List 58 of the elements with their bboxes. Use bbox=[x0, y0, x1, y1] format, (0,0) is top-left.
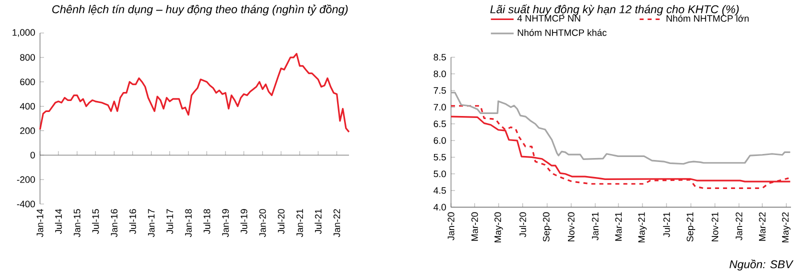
chart-title: Lãi suất huy động kỳ hạn 12 tháng cho KHTC (%) bbox=[490, 4, 739, 16]
y-tick-label: 400 bbox=[20, 103, 35, 110]
y-tick-label: 5.5 bbox=[434, 154, 446, 160]
x-tick-label: Jan-17 bbox=[148, 209, 155, 238]
x-tick-label: Jan-20 bbox=[448, 212, 454, 240]
x-tick-label: Jul-15 bbox=[92, 209, 99, 234]
x-tick-label: Jan-19 bbox=[222, 209, 229, 238]
x-tick-label: Jan-22 bbox=[736, 212, 742, 240]
x-tick-label: Jul-21 bbox=[663, 212, 670, 238]
x-tick-label: Jan-20 bbox=[259, 209, 266, 238]
x-tick-label: Jan-14 bbox=[36, 208, 44, 238]
x-tick-label: Sep-20 bbox=[542, 212, 552, 242]
x-tick-label: Jul-16 bbox=[129, 209, 136, 234]
y-tick-label: 1,000 bbox=[12, 29, 35, 37]
x-tick-label: Jul-19 bbox=[240, 209, 248, 234]
x-tick-label: May-20 bbox=[494, 212, 503, 242]
x-tick-label: Jul-21 bbox=[314, 209, 322, 234]
y-tick-label: 5.0 bbox=[434, 170, 446, 178]
y-tick-label: -400 bbox=[17, 200, 35, 208]
line-series bbox=[450, 105, 790, 190]
legend-label: 4 NHTMCP NN bbox=[517, 14, 580, 22]
x-tick-label: Jul-20 bbox=[519, 212, 526, 238]
x-tick-label: Mar-21 bbox=[615, 212, 622, 241]
x-tick-label: Jan-22 bbox=[334, 209, 340, 238]
x-tick-label: May-21 bbox=[638, 212, 647, 242]
legend-label: Nhóm NHTMCP lớn bbox=[666, 14, 749, 22]
y-tick-label: 4.5 bbox=[434, 187, 446, 194]
x-tick-label: Jul-17 bbox=[166, 209, 174, 234]
x-tick-label: Jul-18 bbox=[203, 209, 210, 234]
x-tick-label: Sep-21 bbox=[686, 212, 696, 242]
y-tick-label: 4.0 bbox=[434, 204, 446, 210]
x-tick-label: Nov-21 bbox=[712, 212, 718, 242]
y-tick-label: -200 bbox=[17, 176, 35, 183]
legend-label: Nhóm NHTMCP khác bbox=[518, 29, 607, 36]
x-tick-label: May-22 bbox=[782, 212, 790, 242]
y-tick-label: 7.0 bbox=[434, 104, 446, 110]
x-tick-label: Mar-20 bbox=[471, 212, 478, 241]
y-tick-label: 6.0 bbox=[434, 137, 446, 144]
x-tick-label: Jan-15 bbox=[74, 209, 80, 238]
x-tick-label: Jan-18 bbox=[185, 209, 192, 238]
x-tick-label: Jan-16 bbox=[110, 209, 118, 238]
y-tick-label: 800 bbox=[20, 54, 35, 61]
chart-title: Chênh lệch tín dụng – huy động theo tháng (nghìn tỷ đồng) bbox=[52, 4, 348, 16]
y-tick-label: 8.0 bbox=[434, 70, 446, 78]
y-tick-label: 7.5 bbox=[434, 87, 446, 94]
x-tick-label: Jul-14 bbox=[54, 208, 62, 234]
y-tick-label: 6.5 bbox=[434, 120, 446, 128]
y-tick-label: 0 bbox=[30, 152, 35, 158]
x-tick-label: Jul-20 bbox=[278, 209, 284, 234]
line-series bbox=[450, 92, 792, 165]
x-tick-label: Jan-21 bbox=[296, 209, 304, 238]
y-tick-label: 200 bbox=[20, 127, 35, 134]
y-tick-label: 600 bbox=[20, 78, 35, 86]
x-tick-label: Nov-20 bbox=[568, 212, 574, 242]
y-tick-label: 8.5 bbox=[434, 54, 446, 60]
x-tick-label: Jan-21 bbox=[592, 212, 598, 240]
x-tick-label: Mar-22 bbox=[758, 212, 766, 241]
text: Nguồn: SBV bbox=[730, 259, 794, 271]
